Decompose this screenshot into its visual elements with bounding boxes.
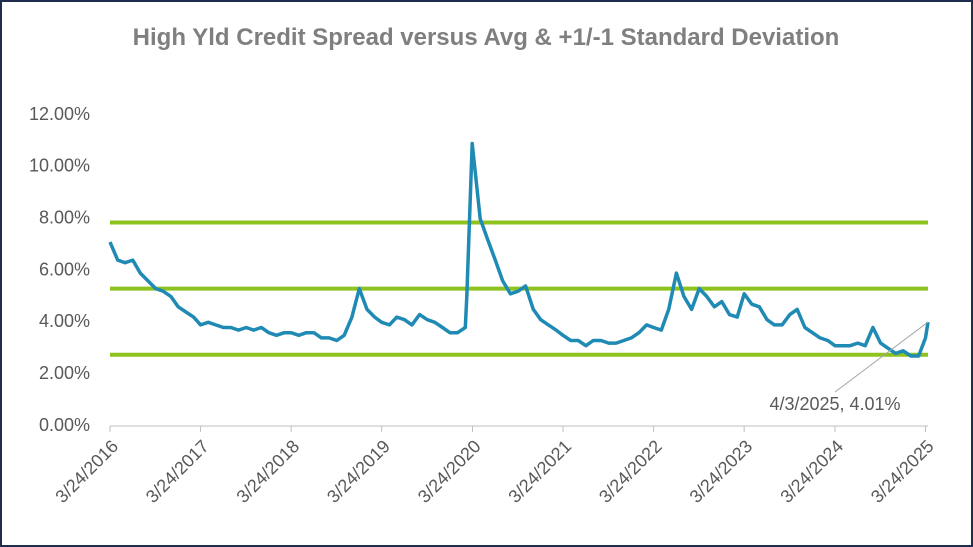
y-tick-label: 2.00%: [39, 363, 90, 383]
x-tick-label: 3/24/2022: [595, 436, 666, 507]
x-tick-label: 3/24/2023: [686, 436, 757, 507]
x-tick-label: 3/24/2020: [414, 436, 485, 507]
x-tick-label: 3/24/2025: [867, 436, 938, 507]
chart-title: High Yld Credit Spread versus Avg & +1/-…: [132, 24, 840, 51]
annotation: 4/3/2025, 4.01%: [769, 394, 900, 414]
y-tick-label: 8.00%: [39, 207, 90, 227]
y-tick-label: 4.00%: [39, 311, 90, 331]
x-tick-label: 3/24/2021: [504, 436, 575, 507]
y-tick-label: 0.00%: [39, 415, 90, 435]
y-tick-label: 6.00%: [39, 259, 90, 279]
x-tick-label: 3/24/2018: [233, 436, 304, 507]
x-tick-label: 3/24/2019: [323, 436, 394, 507]
y-tick-label: 10.00%: [29, 156, 90, 176]
x-tick-label: 3/24/2017: [142, 436, 213, 507]
x-tick-label: 3/24/2016: [51, 436, 122, 507]
annotation-leader: [834, 321, 929, 393]
y-tick-label: 12.00%: [29, 104, 90, 124]
data-line: [108, 141, 930, 358]
x-tick-label: 3/24/2024: [776, 436, 847, 507]
